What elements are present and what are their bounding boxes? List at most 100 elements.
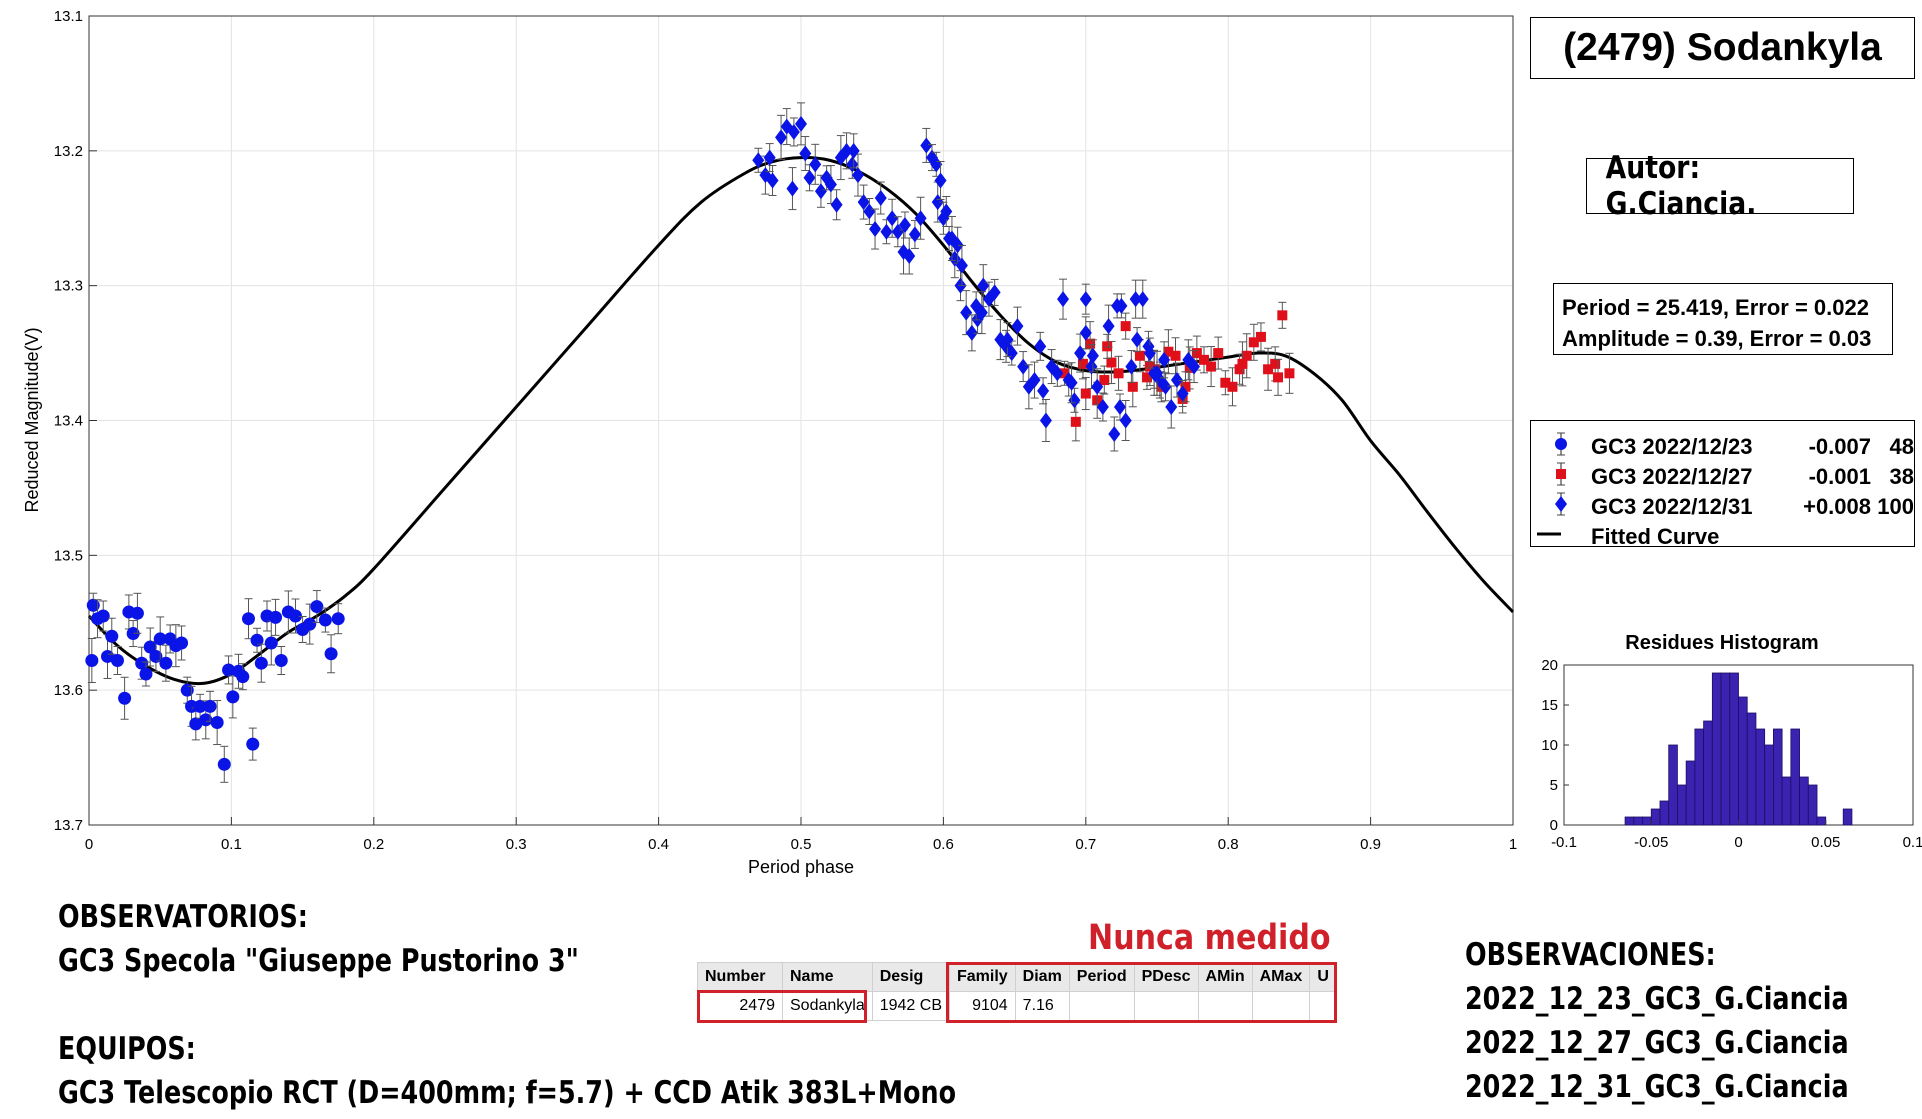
data-point-circle	[180, 683, 194, 697]
data-point-diamond	[1111, 297, 1124, 314]
data-point-circle	[193, 699, 207, 713]
data-point-circle	[149, 649, 163, 663]
data-point-circle	[236, 670, 250, 684]
data-point-diamond	[803, 169, 816, 186]
data-point-diamond	[1102, 318, 1115, 335]
data-point-circle	[246, 737, 260, 751]
data-point-diamond	[988, 284, 1001, 301]
data-point-diamond	[1039, 412, 1052, 429]
data-point-diamond	[1028, 372, 1041, 389]
data-point-circle	[175, 636, 189, 650]
data-point-circle	[159, 656, 173, 670]
y-tick-label: 13.2	[54, 143, 83, 160]
data-point-diamond	[1096, 399, 1109, 416]
legend-entry-1231: GC3 2022/12/31 +0.008 100	[1531, 490, 1914, 520]
histogram-bar	[1799, 776, 1809, 826]
observations-heading: OBSERVACIONES:	[1465, 937, 1716, 973]
cell-amax	[1251, 991, 1311, 1021]
data-point-diamond	[775, 129, 788, 146]
cell-diam: 7.16	[1014, 991, 1070, 1021]
diamond-marker-icon	[1555, 492, 1567, 516]
histogram-bar	[1677, 784, 1687, 826]
amplitude-line: Amplitude = 0.39, Error = 0.03	[1562, 326, 1872, 351]
data-point-diamond	[1074, 345, 1087, 362]
data-point-circle	[130, 606, 144, 620]
x-tick-label: 0.7	[1075, 836, 1096, 853]
histogram-bar	[1711, 672, 1722, 826]
plot-points	[85, 102, 1295, 783]
histogram-bar	[1773, 728, 1783, 826]
data-point-square	[1099, 375, 1110, 386]
histogram-bar	[1703, 720, 1713, 826]
observation-item: 2022_12_27_GC3_G.Ciancia	[1465, 1025, 1849, 1061]
histogram-bar	[1685, 760, 1696, 826]
data-point-diamond	[1136, 291, 1149, 308]
data-point-square	[1085, 338, 1096, 349]
data-point-diamond	[1057, 291, 1070, 308]
hist-y-tick-label: 15	[1541, 697, 1558, 714]
x-tick-label: 0.6	[933, 836, 954, 853]
cell-number: 2479	[697, 991, 783, 1021]
legend-entry-fitted-curve: Fitted Curve	[1531, 520, 1914, 550]
legend-offset: -0.007	[1808, 434, 1871, 459]
data-point-diamond	[1143, 345, 1156, 362]
x-tick-label: 0.8	[1218, 836, 1239, 853]
histogram-bar	[1650, 808, 1661, 826]
x-tick-label: 0.2	[363, 836, 384, 853]
data-point-square	[1070, 416, 1081, 427]
hist-x-tick-label: 0	[1734, 834, 1742, 851]
data-point-diamond	[1131, 331, 1144, 348]
data-point-square	[1206, 361, 1217, 372]
legend-name: GC3 2022/12/31	[1591, 494, 1753, 519]
data-point-diamond	[1068, 392, 1081, 409]
data-point-circle	[331, 612, 345, 626]
legend-count: 48	[1889, 434, 1914, 459]
data-point-diamond	[903, 248, 916, 265]
data-point-circle	[264, 636, 278, 650]
cell-pdesc	[1133, 991, 1199, 1021]
data-point-square	[1227, 381, 1238, 392]
data-point-diamond	[851, 167, 864, 184]
data-point-square	[1234, 364, 1245, 375]
data-point-diamond	[1165, 399, 1178, 416]
data-point-square	[1180, 381, 1191, 392]
histogram-bar	[1746, 712, 1757, 826]
data-point-circle	[254, 656, 268, 670]
data-point-diamond	[869, 221, 882, 238]
data-point-circle	[110, 654, 124, 668]
cell-amin	[1197, 991, 1253, 1021]
data-point-circle	[203, 699, 217, 713]
data-point-diamond	[914, 210, 927, 227]
hist-x-tick-label: 0.1	[1903, 834, 1922, 851]
data-point-circle	[222, 663, 236, 677]
data-point-circle	[210, 716, 224, 730]
legend-count: 100	[1877, 494, 1914, 519]
header-period: Period	[1068, 962, 1135, 992]
period-line: Period = 25.419, Error = 0.022	[1562, 295, 1869, 320]
data-point-circle	[310, 600, 324, 614]
data-point-square	[1270, 358, 1281, 369]
data-point-circle	[101, 649, 115, 663]
histogram-bar	[1781, 776, 1792, 826]
data-point-diamond	[1119, 412, 1132, 429]
histogram-bar	[1738, 696, 1748, 826]
data-point-circle	[85, 654, 99, 668]
data-point-diamond	[795, 115, 807, 132]
data-point-diamond	[780, 118, 793, 135]
data-point-diamond	[1129, 291, 1142, 308]
x-tick-label: 0.9	[1360, 836, 1381, 853]
data-point-circle	[274, 654, 288, 668]
data-point-circle	[139, 667, 153, 681]
data-point-circle	[226, 690, 240, 704]
data-point-diamond	[786, 180, 799, 197]
data-point-diamond	[960, 304, 973, 321]
data-point-diamond	[1034, 338, 1047, 355]
data-point-diamond	[863, 203, 876, 220]
data-point-square	[1106, 357, 1117, 368]
data-point-diamond	[934, 172, 947, 189]
data-point-square	[1170, 350, 1181, 361]
circle-marker-icon	[1555, 432, 1567, 456]
table-header-row: Number Name Desig Family Diam Period PDe…	[697, 962, 1337, 992]
asteroid-title-box: (2479) Sodankyla	[1530, 17, 1915, 79]
header-u: U	[1309, 962, 1337, 992]
